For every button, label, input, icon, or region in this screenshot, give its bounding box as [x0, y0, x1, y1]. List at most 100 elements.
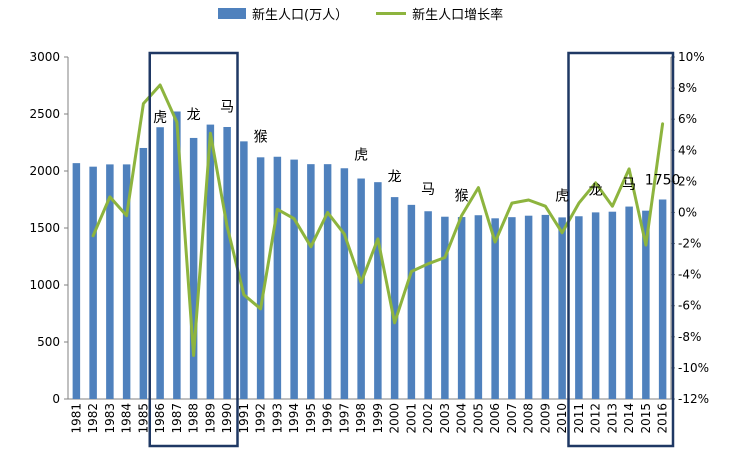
bar-births [642, 210, 650, 399]
left-axis-tick-label: 2500 [29, 107, 60, 121]
annotation-label: 龙 [388, 169, 402, 185]
bar-births [608, 211, 617, 399]
x-axis-tick-label: 1988 [187, 403, 201, 434]
right-axis-tick-label: 2% [678, 174, 697, 188]
x-axis-tick-label: 1983 [103, 403, 117, 434]
annotation-label: 虎 [153, 110, 167, 126]
annotation-label: 马 [622, 177, 636, 193]
x-axis-tick-label: 2009 [538, 403, 552, 434]
bar-births [524, 215, 533, 399]
legend-swatch-bar [218, 8, 246, 19]
bar-births [256, 157, 265, 399]
left-axis-tick-label: 0 [52, 392, 60, 406]
right-axis-tick-label: 4% [678, 143, 697, 157]
x-axis-tick-label: 2001 [404, 403, 418, 434]
x-axis-tick-label: 1997 [337, 403, 351, 434]
highlight-box [148, 51, 239, 448]
x-axis-tick-label: 2012 [589, 403, 603, 434]
x-axis-tick-label: 1995 [304, 403, 318, 434]
right-axis-tick-label: -8% [678, 330, 701, 344]
annotation-label: 猴 [254, 129, 268, 145]
bar-births [508, 217, 516, 399]
x-axis-tick-label: 1998 [354, 403, 368, 434]
annotation-label: 猴 [455, 189, 469, 205]
bar-births [240, 141, 248, 400]
bar-births [625, 206, 633, 399]
annotation-label: 龙 [187, 108, 201, 124]
bar-births [290, 159, 298, 399]
x-axis-tick-label: 2004 [455, 403, 469, 434]
bar-births [591, 212, 600, 399]
bar-births [407, 204, 416, 399]
annotation-label: 马 [421, 182, 435, 198]
right-axis-tick-label: 8% [678, 81, 697, 95]
bar-births [206, 124, 215, 400]
left-axis-tick-label: 500 [37, 335, 60, 349]
left-axis-tick-label: 2000 [29, 164, 60, 178]
legend: 新生人口(万人） 新生人口增长率 [218, 4, 531, 23]
legend-item-growth-rate: 新生人口增长率 [376, 4, 503, 23]
bar-births [139, 147, 148, 399]
bar-births [340, 168, 349, 399]
right-axis-tick-label: 6% [678, 112, 697, 126]
right-axis-tick-label: -10% [678, 361, 709, 375]
x-axis-tick-label: 2006 [488, 403, 502, 434]
bar-births [273, 156, 282, 399]
x-axis-tick-label: 1994 [287, 403, 301, 434]
bar-births [491, 218, 499, 399]
bar-births [72, 163, 81, 399]
bar-births [474, 215, 483, 399]
bar-births [106, 164, 114, 399]
x-axis-tick-label: 1982 [86, 403, 100, 434]
bar-births [323, 164, 332, 399]
plot-area: 0 500 1000 1500 2000 2500 3000 -12% -10% -8% -6% -4… [29, 50, 709, 448]
x-axis-tick-label: 1989 [203, 403, 217, 434]
bar-births [89, 166, 97, 399]
right-axis-tick-label: -2% [678, 237, 701, 251]
highlight-box [567, 51, 675, 448]
x-axis-tick-label: 1999 [371, 403, 385, 434]
x-axis-tick-label: 2016 [656, 403, 670, 434]
x-axis-tick-label: 1981 [69, 403, 83, 434]
bar-births [307, 164, 315, 399]
legend-label-growth-rate: 新生人口增长率 [412, 8, 504, 23]
bar-births [441, 216, 449, 399]
bar-births [390, 197, 399, 399]
x-axis-tick-label: 1986 [153, 403, 167, 434]
right-axis-tick-label: -6% [678, 299, 701, 313]
x-axis-tick-label: 2003 [438, 403, 452, 434]
x-axis-tick-label: 1993 [270, 403, 284, 434]
annotation-label: 虎 [555, 189, 569, 205]
x-axis-tick-label: 1992 [254, 403, 268, 434]
bar-births [173, 111, 181, 399]
bar-births [558, 217, 566, 399]
legend-item-births: 新生人口(万人） [218, 4, 348, 23]
x-axis-tick-label: 2010 [555, 403, 569, 434]
right-axis-tick-label: 10% [678, 50, 705, 64]
bar-births [541, 214, 550, 399]
legend-label-births: 新生人口(万人） [252, 8, 349, 23]
right-axis-tick-label: -12% [678, 392, 709, 406]
annotation-label: 1750 [645, 173, 681, 189]
left-axis-tick-label: 3000 [29, 50, 60, 64]
bar-births [658, 199, 667, 399]
x-axis-tick-label: 2007 [505, 403, 519, 434]
x-axis-tick-label: 2002 [421, 403, 435, 434]
bar-births [122, 164, 131, 399]
annotation-label: 龙 [589, 183, 603, 199]
bar-births [457, 217, 466, 399]
x-axis-tick-label: 2008 [522, 403, 536, 434]
x-axis-tick-label: 2014 [622, 403, 636, 434]
bar-births [575, 216, 583, 399]
left-axis-tick-label: 1000 [29, 278, 60, 292]
left-axis-tick-label: 1500 [29, 221, 60, 235]
bar-births [357, 178, 365, 399]
bar-births [223, 126, 231, 399]
x-axis-tick-label: 2011 [572, 403, 586, 434]
x-axis-tick-label: 2005 [471, 403, 485, 434]
bar-births [189, 137, 198, 399]
x-axis-tick-label: 2015 [639, 403, 653, 434]
annotation-label: 虎 [354, 148, 368, 164]
x-axis-tick-label: 1990 [220, 403, 234, 434]
bar-births [424, 211, 432, 399]
